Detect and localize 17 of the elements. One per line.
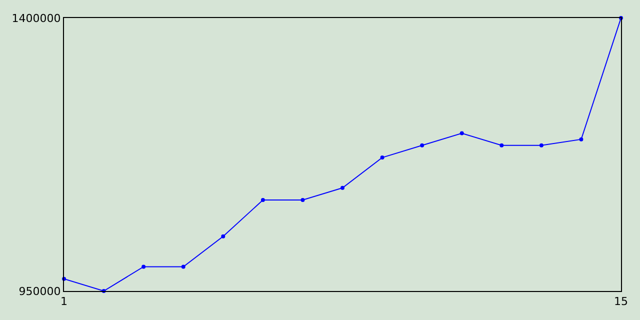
point [142, 264, 146, 269]
point [539, 143, 544, 148]
y-tick-label: 1400000 [12, 12, 61, 25]
point [300, 198, 305, 202]
x-tick-label: 15 [614, 295, 628, 308]
y-tick-label: 950000 [18, 284, 61, 298]
point [181, 264, 186, 269]
point [500, 143, 504, 148]
point [579, 137, 584, 142]
point [460, 131, 464, 136]
point [221, 234, 226, 238]
point [260, 198, 265, 202]
point [380, 156, 384, 160]
point [340, 186, 344, 190]
line-series [62, 16, 623, 293]
point [420, 143, 424, 148]
x-tick-label: 1 [60, 295, 68, 308]
